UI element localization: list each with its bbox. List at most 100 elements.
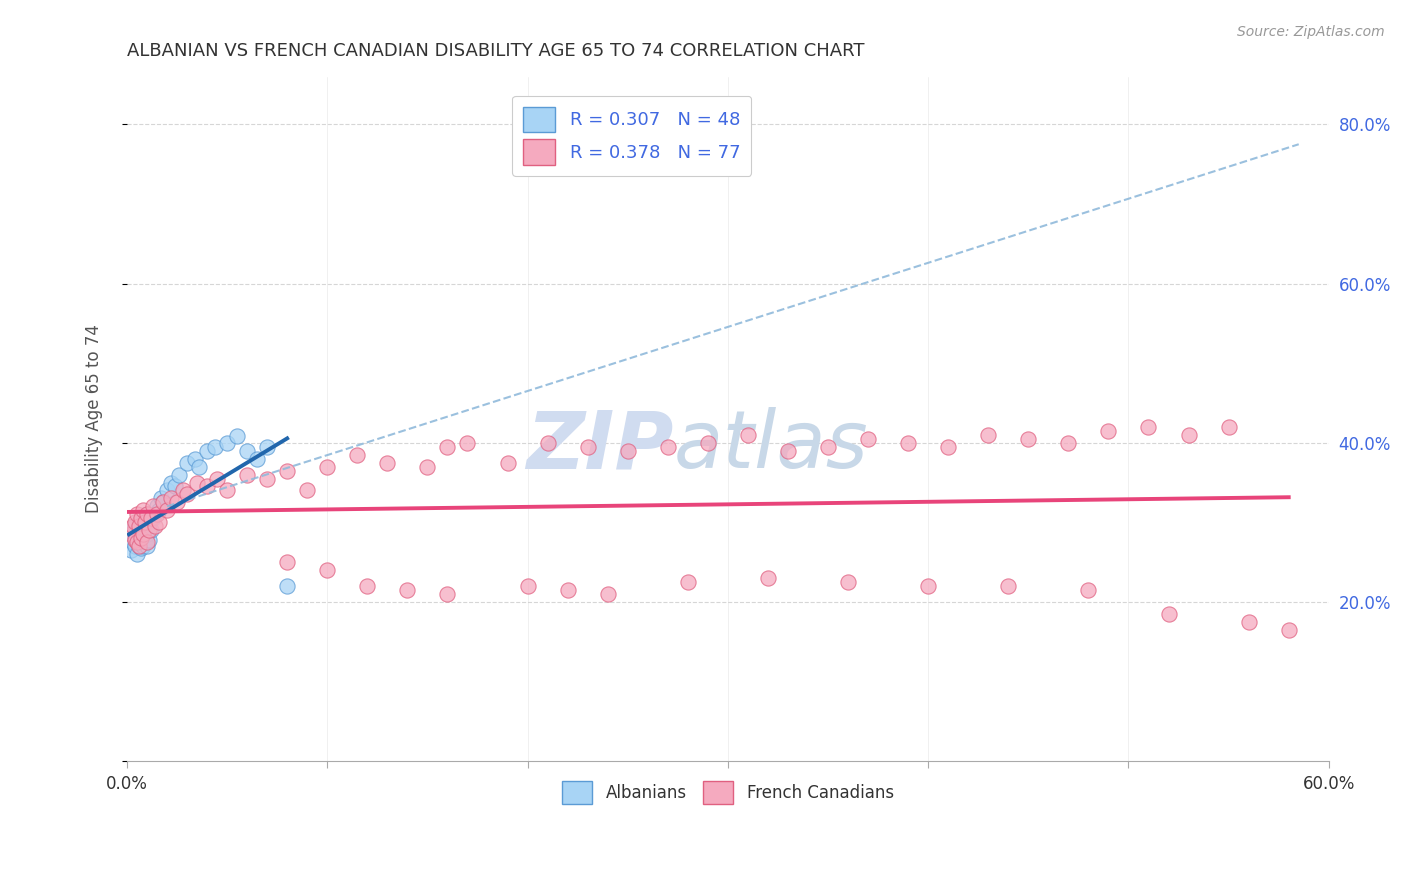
Point [1278,623,1301,637]
Point [124,519,146,533]
Point [276,555,298,569]
Legend: Albanians, French Canadians: Albanians, French Canadians [553,771,904,814]
Point [134,523,156,537]
Point [176,456,198,470]
Point [897,435,920,450]
Point [756,571,779,585]
Point [536,435,558,450]
Point [132,516,155,530]
Point [136,539,159,553]
Point [616,443,638,458]
Point [156,483,179,498]
Point [122,535,145,549]
Point [134,535,156,549]
Point [139,523,162,537]
Point [1237,615,1260,629]
Point [256,471,278,485]
Point [657,440,679,454]
Point [120,543,142,558]
Point [146,508,169,522]
Point [917,579,939,593]
Point [129,519,152,533]
Point [576,440,599,454]
Point [132,527,155,541]
Point [132,527,155,541]
Point [737,427,759,442]
Point [1097,424,1119,438]
Point [128,516,150,530]
Point [152,495,174,509]
Point [156,503,179,517]
Point [856,432,879,446]
Point [160,491,183,506]
Point [125,535,148,549]
Point [186,475,208,490]
Point [152,495,174,509]
Point [139,511,162,525]
Point [246,451,269,466]
Text: atlas: atlas [673,408,869,485]
Point [143,508,166,522]
Text: Source: ZipAtlas.com: Source: ZipAtlas.com [1237,25,1385,39]
Point [936,440,959,454]
Point [596,587,619,601]
Point [143,519,166,533]
Point [215,435,238,450]
Point [122,527,145,541]
Point [129,531,152,545]
Point [236,467,259,482]
Point [776,443,799,458]
Point [167,467,190,482]
Point [236,443,259,458]
Point [1137,419,1160,434]
Point [276,464,298,478]
Text: ALBANIAN VS FRENCH CANADIAN DISABILITY AGE 65 TO 74 CORRELATION CHART: ALBANIAN VS FRENCH CANADIAN DISABILITY A… [127,42,865,60]
Point [134,516,156,530]
Point [316,459,339,474]
Point [837,574,859,589]
Point [148,516,170,530]
Point [138,523,160,537]
Point [276,579,298,593]
Point [184,451,207,466]
Point [120,527,142,541]
Point [188,459,211,474]
Point [128,531,150,545]
Point [316,563,339,577]
Point [416,459,439,474]
Y-axis label: Disability Age 65 to 74: Disability Age 65 to 74 [86,325,103,513]
Point [1218,419,1240,434]
Point [356,579,378,593]
Point [1077,582,1099,597]
Point [124,533,146,547]
Point [129,541,152,555]
Point [496,456,519,470]
Point [128,519,150,533]
Point [160,475,183,490]
Point [1017,432,1039,446]
Point [136,508,159,522]
Point [136,527,159,541]
Point [436,587,458,601]
Point [817,440,839,454]
Point [149,491,172,506]
Point [128,539,150,553]
Point [163,479,186,493]
Point [195,479,218,493]
Text: ZIP: ZIP [526,408,673,485]
Point [166,495,188,509]
Point [1157,607,1180,621]
Point [125,547,148,561]
Point [138,519,160,533]
Point [148,503,170,517]
Point [132,503,155,517]
Point [346,448,368,462]
Point [456,435,478,450]
Point [124,531,146,545]
Point [136,535,159,549]
Point [122,519,145,533]
Point [128,523,150,537]
Point [125,535,148,549]
Point [516,579,538,593]
Point [676,574,699,589]
